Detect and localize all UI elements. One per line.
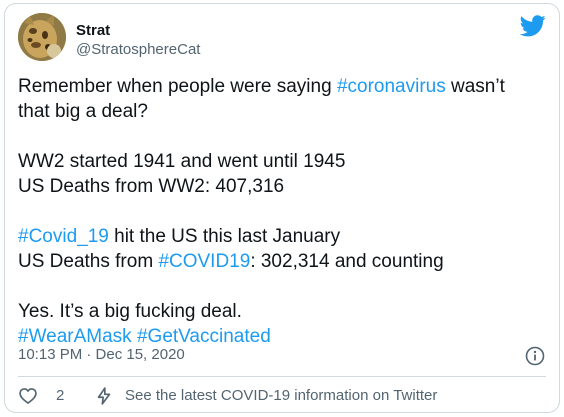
tweet-blank-line xyxy=(18,124,548,149)
tweet-line: WW2 started 1941 and went until 1945 xyxy=(18,151,346,172)
hashtag-coronavirus[interactable]: #coronavirus xyxy=(336,76,446,97)
tweet-line: US Deaths from #COVID19: 302,314 and cou… xyxy=(18,249,548,274)
tweet-line: Yes. It’s a big fucking deal. xyxy=(18,301,242,322)
tweet-text-fragment: US Deaths from xyxy=(18,251,159,272)
heart-icon[interactable] xyxy=(18,386,38,406)
covid-info-link[interactable]: See the latest COVID-19 information on T… xyxy=(125,387,438,404)
tweet-line: #WearAMask #GetVaccinated xyxy=(18,324,548,349)
tweet-blank-line xyxy=(18,199,548,224)
tweet-text-fragment: wasn’t xyxy=(445,76,505,97)
tweet-text-fragment: : 302,314 and counting xyxy=(250,251,444,272)
tweet-text-fragment: hit the US this last January xyxy=(108,226,341,247)
tweet-header: Strat @StratosphereCat xyxy=(18,13,546,65)
tweet-line: US Deaths from WW2: 407,316 xyxy=(18,176,285,197)
lightning-bolt-icon[interactable] xyxy=(94,386,114,406)
tweet-text: Remember when people were saying #corona… xyxy=(18,74,548,349)
tweet-line: #Covid_19 hit the US this last January xyxy=(18,224,548,249)
hashtag-getvaccinated[interactable]: #GetVaccinated xyxy=(136,326,271,347)
display-name[interactable]: Strat xyxy=(76,22,111,39)
tweet-blank-line xyxy=(18,274,548,299)
user-handle[interactable]: @StratosphereCat xyxy=(76,41,201,58)
avatar[interactable] xyxy=(18,13,66,61)
user-names[interactable]: Strat @StratosphereCat xyxy=(76,22,200,60)
hashtag-covid19[interactable]: #COVID19 xyxy=(158,251,251,272)
twitter-bird-icon[interactable] xyxy=(520,15,546,37)
like-count[interactable]: 2 xyxy=(56,387,65,404)
tweet-card: Strat @StratosphereCat Remember when peo… xyxy=(4,3,560,413)
tweet-timestamp[interactable]: 10:13 PM · Dec 15, 2020 xyxy=(18,346,185,363)
cat-avatar-image xyxy=(18,13,66,61)
info-icon[interactable] xyxy=(525,346,545,366)
tweet-actions: 2 See the latest COVID-19 information on… xyxy=(18,385,548,407)
tweet-line: Remember when people were saying #corona… xyxy=(18,74,548,99)
hashtag-covid-19[interactable]: #Covid_19 xyxy=(18,226,109,247)
divider xyxy=(18,376,546,377)
tweet-text-fragment: Remember when people were saying xyxy=(18,76,337,97)
tweet-line: that big a deal? xyxy=(18,101,148,122)
hashtag-wearamask[interactable]: #WearAMask xyxy=(18,326,132,347)
